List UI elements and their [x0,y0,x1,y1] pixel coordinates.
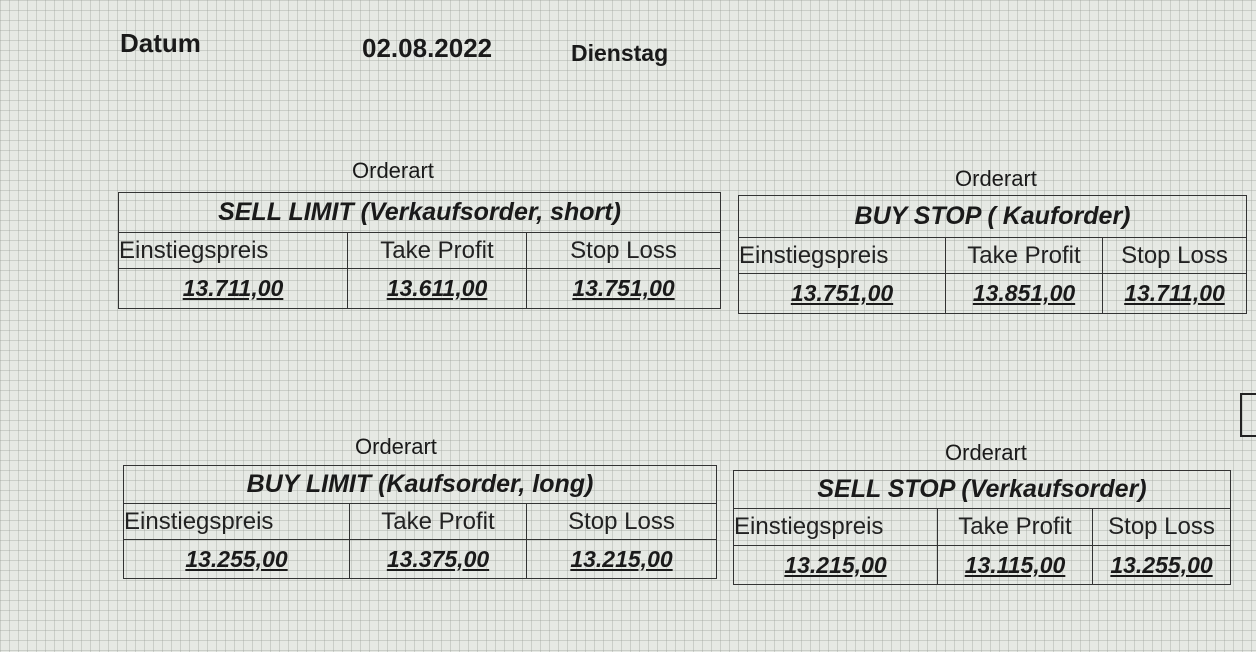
cell-selection-marker [1240,393,1256,437]
date-value[interactable]: 02.08.2022 [362,33,493,63]
entry-price-cell[interactable]: 13.711,00 [118,268,348,309]
column-header[interactable]: Stop Loss [525,232,722,269]
order-table-sell-limit: SELL LIMIT (Verkaufsorder, short) Einsti… [117,192,722,309]
stop-loss-cell[interactable]: 13.215,00 [526,539,717,579]
order-title[interactable]: BUY LIMIT (Kaufsorder, long) [123,465,717,504]
entry-price-cell[interactable]: 13.215,00 [733,545,938,585]
order-table-buy-stop: BUY STOP ( Kauforder) Einstiegspreis Take… [737,195,1248,314]
order-table-buy-limit: BUY LIMIT (Kaufsorder, long) Einstiegspr… [123,465,717,579]
datum-label: Datum [120,28,201,58]
entry-price-cell[interactable]: 13.255,00 [123,539,350,579]
orderart-caption: Orderart [355,434,437,459]
take-profit-cell[interactable]: 13.115,00 [937,545,1093,585]
column-header[interactable]: Einstiegspreis [738,237,946,274]
column-header[interactable]: Einstiegspreis [123,503,350,540]
entry-price-cell[interactable]: 13.751,00 [738,273,946,314]
stop-loss-cell[interactable]: 13.751,00 [525,268,722,309]
column-header[interactable]: Stop Loss [526,503,717,540]
column-header[interactable]: Stop Loss [1091,508,1232,546]
column-header[interactable]: Take Profit [937,508,1093,546]
order-title[interactable]: BUY STOP ( Kauforder) [737,195,1248,238]
take-profit-cell[interactable]: 13.851,00 [945,273,1103,314]
orderart-caption: Orderart [352,158,434,183]
column-header[interactable]: Stop Loss [1101,237,1248,274]
stop-loss-cell[interactable]: 13.711,00 [1101,273,1248,314]
order-title[interactable]: SELL STOP (Verkaufsorder) [732,470,1232,509]
take-profit-cell[interactable]: 13.611,00 [347,268,527,309]
orderart-caption: Orderart [945,440,1027,465]
orderart-caption: Orderart [955,166,1037,191]
stop-loss-cell[interactable]: 13.255,00 [1091,545,1232,585]
order-title[interactable]: SELL LIMIT (Verkaufsorder, short) [117,192,722,233]
column-header[interactable]: Take Profit [347,232,527,269]
column-header[interactable]: Take Profit [349,503,527,540]
weekday-value[interactable]: Dienstag [571,40,669,66]
column-header[interactable]: Take Profit [945,237,1103,274]
take-profit-cell[interactable]: 13.375,00 [349,539,527,579]
order-table-sell-stop: SELL STOP (Verkaufsorder) Einstiegspreis… [732,470,1232,585]
column-header[interactable]: Einstiegspreis [118,232,348,269]
column-header[interactable]: Einstiegspreis [733,508,938,546]
